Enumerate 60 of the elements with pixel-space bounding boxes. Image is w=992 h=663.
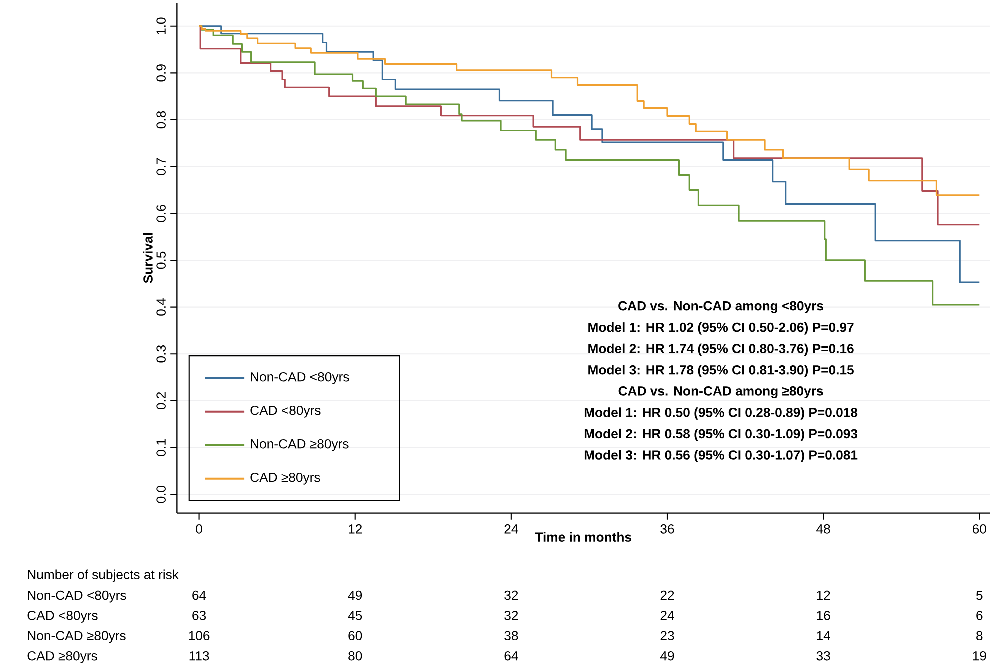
- y-tick-label: 0.6: [156, 205, 166, 222]
- text: 49: [660, 651, 674, 661]
- legend-label: CAD <80yrs: [250, 406, 321, 418]
- legend-label: Non-CAD <80yrs: [251, 372, 350, 384]
- y-axis-title: Survival: [143, 233, 153, 284]
- text: CAD ≥80yrs: [28, 651, 98, 663]
- text: 16: [817, 611, 830, 620]
- text: 23: [660, 631, 674, 641]
- x-tick-label: 0: [196, 524, 202, 534]
- text: 24: [660, 611, 674, 620]
- text: CAD <80yrs: [28, 611, 98, 623]
- text: 80: [348, 651, 362, 661]
- annotation: Model 2: HR 1.74 (95% CI 0.80-3.76) P=0.16: [588, 344, 854, 356]
- text: Non-CAD ≥80yrs: [28, 631, 126, 644]
- annotation: Model 2: HR 0.58 (95% CI 0.30-1.09) P=0.093: [584, 428, 858, 442]
- y-tick-label: 0.2: [156, 392, 166, 410]
- y-tick-label: 0.1: [156, 439, 166, 456]
- text: 12: [817, 590, 830, 600]
- text: 6: [976, 611, 983, 620]
- text: 113: [190, 651, 210, 661]
- x-axis-title: Time in months: [535, 532, 632, 542]
- text: 5: [976, 590, 983, 600]
- text: Non-CAD <80yrs: [28, 590, 126, 603]
- y-tick-label: 0.5: [156, 252, 166, 270]
- legend-label: CAD ≥80yrs: [250, 472, 320, 485]
- legend-label: Non-CAD ≥80yrs: [251, 439, 349, 452]
- text: 32: [504, 590, 518, 600]
- x-tick-label: 48: [816, 524, 830, 534]
- x-tick-label: 36: [660, 524, 674, 534]
- text: 64: [192, 590, 206, 600]
- text: 45: [348, 611, 362, 620]
- text: 38: [504, 631, 518, 641]
- annotation: CAD vs. Non-CAD among <80yrs: [618, 301, 824, 314]
- text: 60: [348, 631, 362, 641]
- x-tick-label: 24: [504, 524, 518, 534]
- y-tick-label: 0.9: [156, 64, 166, 82]
- y-tick-label: 0.3: [156, 346, 166, 363]
- text: 32: [504, 611, 518, 620]
- annotation: CAD vs. Non-CAD among ≥80yrs: [618, 386, 824, 398]
- text: 22: [660, 590, 674, 600]
- y-tick-label: 0.8: [156, 111, 166, 129]
- x-tick-label: 60: [972, 524, 986, 534]
- annotation: Model 1: HR 0.50 (95% CI 0.28-0.89) P=0.018: [584, 408, 858, 420]
- text: 8: [976, 631, 983, 641]
- y-tick-label: 0.4: [156, 298, 166, 316]
- text: 106: [189, 631, 210, 641]
- x-tick-label: 12: [349, 524, 362, 534]
- annotation: Model 1: HR 1.02 (95% CI 0.50-2.06) P=0.97: [588, 322, 854, 335]
- text: 64: [504, 651, 518, 661]
- text: 33: [816, 651, 830, 661]
- text: 63: [192, 611, 206, 620]
- text: 49: [348, 590, 362, 600]
- text: 19: [973, 651, 986, 661]
- annotation: Model 3: HR 1.78 (95% CI 0.81-3.90) P=0.15: [588, 365, 854, 378]
- y-tick-label: 0.0: [156, 486, 166, 504]
- y-tick-label: 0.7: [156, 158, 166, 176]
- text: 14: [817, 631, 830, 640]
- text: Number of subjects at risk: [28, 570, 179, 582]
- annotation: Model 3: HR 0.56 (95% CI 0.30-1.07) P=0.081: [584, 450, 858, 462]
- y-tick-label: 1.0: [156, 18, 166, 34]
